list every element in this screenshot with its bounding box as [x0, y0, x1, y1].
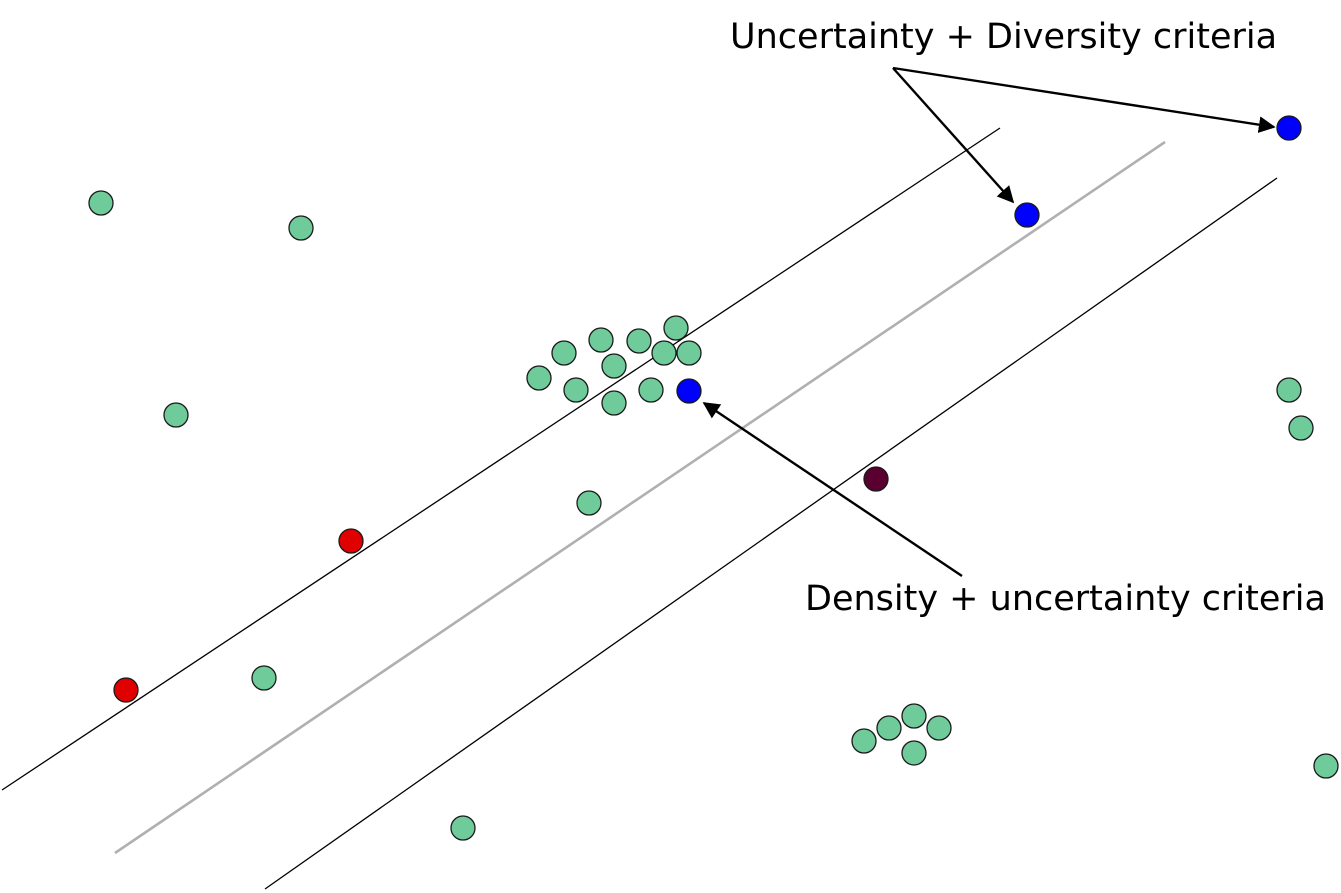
- unlabeled-point: [288, 215, 314, 241]
- unlabeled-point: [601, 390, 627, 416]
- unlabeled-point: [551, 340, 577, 366]
- density-uncertainty-label: Density + uncertainty criteria: [805, 579, 1326, 619]
- decision-boundary-line: [114, 140, 1166, 855]
- unlabeled-point: [901, 703, 927, 729]
- unlabeled-point: [526, 365, 552, 391]
- labeled-point-class-b: [863, 466, 889, 492]
- unlabeled-point: [638, 377, 664, 403]
- arrow-to-far-selected-point: [892, 66, 1276, 133]
- selected-query-point: [1276, 115, 1302, 141]
- arrow-to-dense-selected-point: [702, 402, 963, 577]
- unlabeled-point: [876, 715, 902, 741]
- labeled-point-class-a: [338, 528, 364, 554]
- unlabeled-point: [1313, 753, 1339, 779]
- unlabeled-point: [563, 377, 589, 403]
- upper-margin-line: [1, 127, 1001, 791]
- selected-query-point: [1014, 202, 1040, 228]
- unlabeled-point: [588, 327, 614, 353]
- arrow-to-boundary-selected-point: [892, 67, 1015, 204]
- unlabeled-point: [676, 340, 702, 366]
- unlabeled-point: [601, 353, 627, 379]
- selected-query-point: [676, 378, 702, 404]
- lower-margin-line: [264, 177, 1278, 890]
- points-layer: [88, 115, 1339, 841]
- unlabeled-point: [450, 815, 476, 841]
- unlabeled-point: [901, 740, 927, 766]
- unlabeled-point: [651, 340, 677, 366]
- unlabeled-point: [663, 315, 689, 341]
- unlabeled-point: [926, 715, 952, 741]
- labeled-point-class-a: [113, 677, 139, 703]
- unlabeled-point: [626, 328, 652, 354]
- unlabeled-point: [1288, 415, 1314, 441]
- unlabeled-point: [851, 728, 877, 754]
- unlabeled-point: [88, 190, 114, 216]
- unlabeled-point: [1276, 377, 1302, 403]
- unlabeled-point: [251, 665, 277, 691]
- unlabeled-point: [576, 490, 602, 516]
- unlabeled-point: [163, 402, 189, 428]
- uncertainty-diversity-label: Uncertainty + Diversity criteria: [730, 17, 1278, 57]
